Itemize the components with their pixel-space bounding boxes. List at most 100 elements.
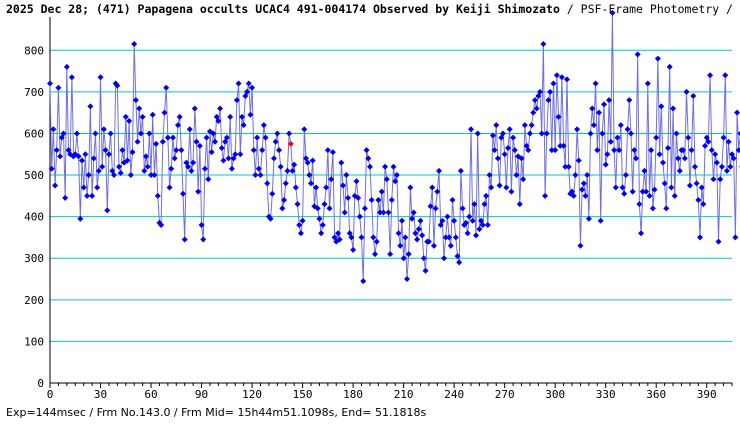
data-point [661,180,668,187]
data-point [668,184,675,191]
data-point [720,134,727,141]
exposure-info: Exp=144msec / Frm No.143.0 / Frm Mid= 15… [6,406,427,419]
data-point [110,172,117,179]
data-point [499,130,506,137]
data-point [329,149,336,156]
data-point [257,172,264,179]
data-point [734,109,740,116]
data-point [220,157,227,164]
data-point [627,130,634,137]
data-point [582,192,589,199]
data-point [77,215,84,222]
data-point [727,163,734,170]
data-point [297,230,304,237]
data-point [107,130,114,137]
data-point [616,147,623,154]
data-point [95,167,102,174]
data-point [218,145,225,152]
data-point [538,130,545,137]
data-point [208,149,215,156]
data-point [314,205,321,212]
data-point [683,88,690,95]
data-point [343,172,350,179]
data-point [176,113,183,120]
x-tick-label: 150 [293,388,313,401]
data-point [656,151,663,158]
data-point [340,182,347,189]
data-point [665,145,672,152]
y-tick-label: 200 [24,294,44,307]
data-point [146,130,153,137]
data-point [237,151,244,158]
data-point [663,205,670,212]
data-point [614,134,621,141]
data-point [688,147,695,154]
data-point [148,172,155,179]
data-point [462,219,469,226]
data-point [365,155,372,162]
data-point [181,236,188,243]
data-point [173,147,180,154]
y-tick-label: 800 [24,44,44,57]
data-point [191,105,198,112]
data-point [392,178,399,185]
data-point [558,74,565,81]
data-point [353,178,360,185]
x-tick-label: 330 [596,388,616,401]
data-point [117,169,124,176]
data-point [658,103,665,110]
highlight-point [287,140,294,147]
data-point [324,147,331,154]
data-point [412,230,419,237]
data-point [407,184,414,191]
data-point [387,251,394,258]
data-point [425,238,432,245]
data-point [604,151,611,158]
data-point [611,147,618,154]
data-point [648,147,655,154]
data-point [63,63,70,70]
data-point [137,130,144,137]
data-point [126,117,133,124]
data-point [318,230,325,237]
y-tick-label: 700 [24,86,44,99]
data-point [50,126,57,133]
data-point [82,151,89,158]
data-point [368,197,375,203]
data-point [511,147,518,154]
data-point [601,101,608,108]
data-point [607,138,614,145]
data-point [441,255,448,262]
data-point [355,194,362,201]
data-point [553,72,560,79]
data-point [671,192,678,199]
data-point [252,172,259,179]
y-tick-label: 100 [24,335,44,348]
data-point [279,205,286,212]
data-point [375,197,382,203]
data-point [666,63,673,70]
data-point [169,134,176,141]
data-point [292,184,299,191]
data-point [301,126,308,133]
data-point [530,109,537,116]
data-point [521,122,528,129]
data-point [262,134,269,141]
data-point [713,159,720,166]
data-point [505,145,512,152]
data-point [378,188,385,195]
data-point [691,163,698,170]
data-point [629,188,636,195]
data-point [269,190,276,197]
data-point [73,130,80,137]
data-point [195,188,202,195]
data-point [102,147,109,154]
data-point [638,230,645,237]
data-point [294,201,301,208]
data-point [484,221,491,228]
data-point [255,165,262,172]
series-polyline [49,12,740,282]
data-point [643,188,650,195]
data-point [144,163,151,170]
